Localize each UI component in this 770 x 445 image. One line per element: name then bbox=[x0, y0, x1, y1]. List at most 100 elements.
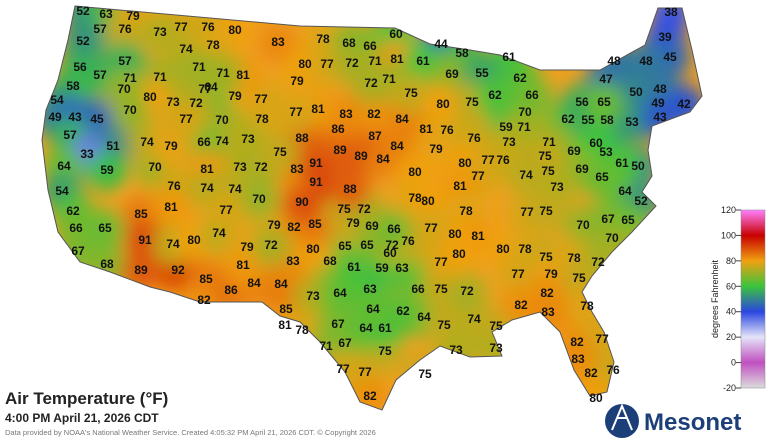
station-temp: 75 bbox=[489, 319, 503, 333]
station-temp: 71 bbox=[368, 54, 382, 68]
station-temp: 73 bbox=[153, 25, 167, 39]
station-temp: 82 bbox=[367, 107, 381, 121]
station-temp: 66 bbox=[411, 282, 425, 296]
station-temp: 59 bbox=[375, 261, 389, 275]
station-temp: 66 bbox=[387, 222, 401, 236]
station-temp: 77 bbox=[595, 332, 609, 346]
station-temp: 59 bbox=[100, 163, 114, 177]
station-temp: 74 bbox=[140, 135, 154, 149]
station-temp: 74 bbox=[228, 182, 242, 196]
station-temp: 56 bbox=[575, 95, 589, 109]
station-temp: 65 bbox=[621, 213, 635, 227]
temperature-blob bbox=[391, 74, 431, 114]
station-temp: 78 bbox=[518, 242, 532, 256]
temperature-blob bbox=[411, 209, 451, 249]
station-temp: 80 bbox=[187, 233, 201, 247]
station-temp: 73 bbox=[166, 95, 180, 109]
station-temp: 71 bbox=[123, 71, 137, 85]
station-temp: 53 bbox=[625, 115, 639, 129]
station-temp: 76 bbox=[401, 234, 415, 248]
station-temp: 76 bbox=[496, 153, 510, 167]
station-temp: 81 bbox=[390, 52, 404, 66]
station-temp: 66 bbox=[363, 39, 377, 53]
station-temp: 81 bbox=[200, 162, 214, 176]
temperature-blob bbox=[87, 151, 127, 191]
colorbar: degrees Fahrenheit -20 0 20 40 60 80 100 120 bbox=[710, 205, 766, 393]
station-temp: 73 bbox=[233, 160, 247, 174]
station-temp: 64 bbox=[359, 321, 373, 335]
temperature-blob bbox=[104, 70, 144, 110]
station-temp: 74 bbox=[200, 181, 214, 195]
station-temp: 82 bbox=[570, 335, 584, 349]
station-temp: 50 bbox=[629, 85, 643, 99]
station-temp: 71 bbox=[382, 72, 396, 86]
station-temp: 58 bbox=[455, 46, 469, 60]
station-temp: 64 bbox=[333, 286, 347, 300]
station-temp: 45 bbox=[663, 50, 677, 64]
station-temp: 73 bbox=[489, 341, 503, 355]
station-temp: 91 bbox=[309, 175, 323, 189]
station-temp: 81 bbox=[236, 258, 250, 272]
station-temp: 83 bbox=[271, 35, 285, 49]
subtitle: 4:00 PM April 21, 2026 CDT bbox=[5, 411, 159, 425]
station-temp: 52 bbox=[634, 194, 648, 208]
station-temp: 81 bbox=[453, 179, 467, 193]
station-temp: 78 bbox=[408, 191, 422, 205]
station-temp: 54 bbox=[50, 93, 64, 107]
station-temp: 64 bbox=[366, 302, 380, 316]
station-temp: 66 bbox=[197, 135, 211, 149]
station-temp: 57 bbox=[93, 68, 107, 82]
station-temp: 60 bbox=[383, 246, 397, 260]
station-temp: 62 bbox=[513, 71, 527, 85]
station-temp: 78 bbox=[295, 323, 309, 337]
station-temp: 92 bbox=[171, 263, 185, 277]
logo: Mesonet bbox=[605, 403, 741, 438]
station-temp: 61 bbox=[347, 260, 361, 274]
station-temp: 79 bbox=[429, 142, 443, 156]
station-temp: 78 bbox=[459, 204, 473, 218]
station-temp: 73 bbox=[306, 289, 320, 303]
station-temp: 77 bbox=[424, 221, 438, 235]
station-temp: 90 bbox=[295, 195, 309, 209]
station-temp: 61 bbox=[615, 156, 629, 170]
temperature-blob bbox=[105, 10, 145, 50]
field bbox=[42, 6, 702, 410]
station-temp: 68 bbox=[100, 257, 114, 271]
station-temp: 61 bbox=[378, 321, 392, 335]
station-temp: 55 bbox=[581, 113, 595, 127]
station-temp: 70 bbox=[215, 113, 229, 127]
station-temp: 63 bbox=[99, 7, 113, 21]
station-temp: 75 bbox=[539, 204, 553, 218]
station-temp: 70 bbox=[148, 160, 162, 174]
station-temp: 81 bbox=[311, 102, 325, 116]
station-temp: 70 bbox=[123, 103, 137, 117]
station-temp: 73 bbox=[449, 343, 463, 357]
temperature-blob bbox=[239, 180, 279, 220]
temperature-blob bbox=[447, 272, 487, 312]
station-temp: 80 bbox=[458, 156, 472, 170]
station-temp: 68 bbox=[342, 36, 356, 50]
temperature-blob bbox=[506, 156, 546, 196]
station-temp: 67 bbox=[331, 317, 345, 331]
station-temp: 62 bbox=[396, 304, 410, 318]
station-temp: 69 bbox=[365, 219, 379, 233]
station-temp: 64 bbox=[618, 184, 632, 198]
station-temp: 70 bbox=[518, 105, 532, 119]
station-temp: 75 bbox=[404, 86, 418, 100]
station-temp: 57 bbox=[63, 128, 77, 142]
station-temp: 82 bbox=[584, 366, 598, 380]
station-temp: 76 bbox=[440, 123, 454, 137]
station-temp: 67 bbox=[71, 244, 85, 258]
station-temp: 33 bbox=[80, 147, 94, 161]
station-temp: 77 bbox=[511, 267, 525, 281]
colorbar-tick-label: 20 bbox=[726, 332, 736, 342]
station-temp: 43 bbox=[653, 110, 667, 124]
station-temp: 76 bbox=[118, 22, 132, 36]
station-temp: 79 bbox=[228, 89, 242, 103]
station-temp: 72 bbox=[254, 160, 268, 174]
station-temp: 69 bbox=[575, 162, 589, 176]
station-temp: 84 bbox=[247, 276, 261, 290]
station-temp: 72 bbox=[364, 76, 378, 90]
station-temp: 76 bbox=[201, 20, 215, 34]
colorbar-tick-label: 80 bbox=[726, 256, 736, 266]
